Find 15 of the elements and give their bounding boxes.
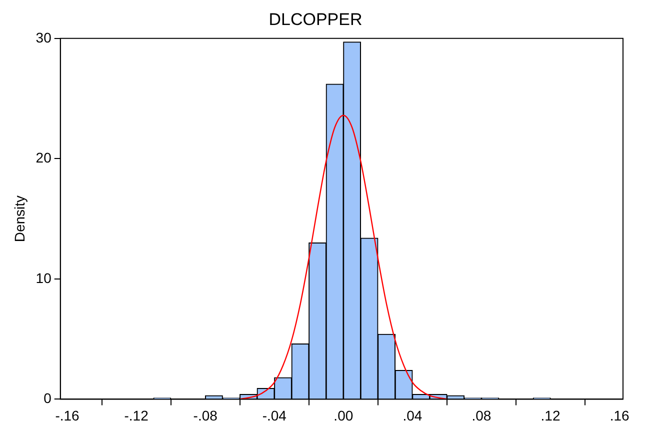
x-tick-label: .04 [402, 407, 422, 424]
y-axis-title: Density [11, 195, 28, 242]
chart-title: DLCOPPER [268, 10, 362, 29]
x-tick-label: .00 [334, 407, 354, 424]
y-tick-label: 20 [36, 150, 52, 166]
x-tick-label: -.04 [262, 407, 287, 424]
x-tick-label: .12 [540, 407, 560, 424]
x-tick-label: -.08 [193, 407, 218, 424]
x-tick-label: .08 [472, 407, 492, 424]
x-tick-label: -.12 [124, 407, 149, 424]
y-tick-label: 30 [36, 29, 52, 46]
x-tick-label: .16 [610, 407, 630, 424]
x-tick-label: -.16 [55, 407, 80, 424]
y-tick-label: 10 [36, 270, 52, 286]
y-tick-label: 0 [44, 390, 52, 406]
